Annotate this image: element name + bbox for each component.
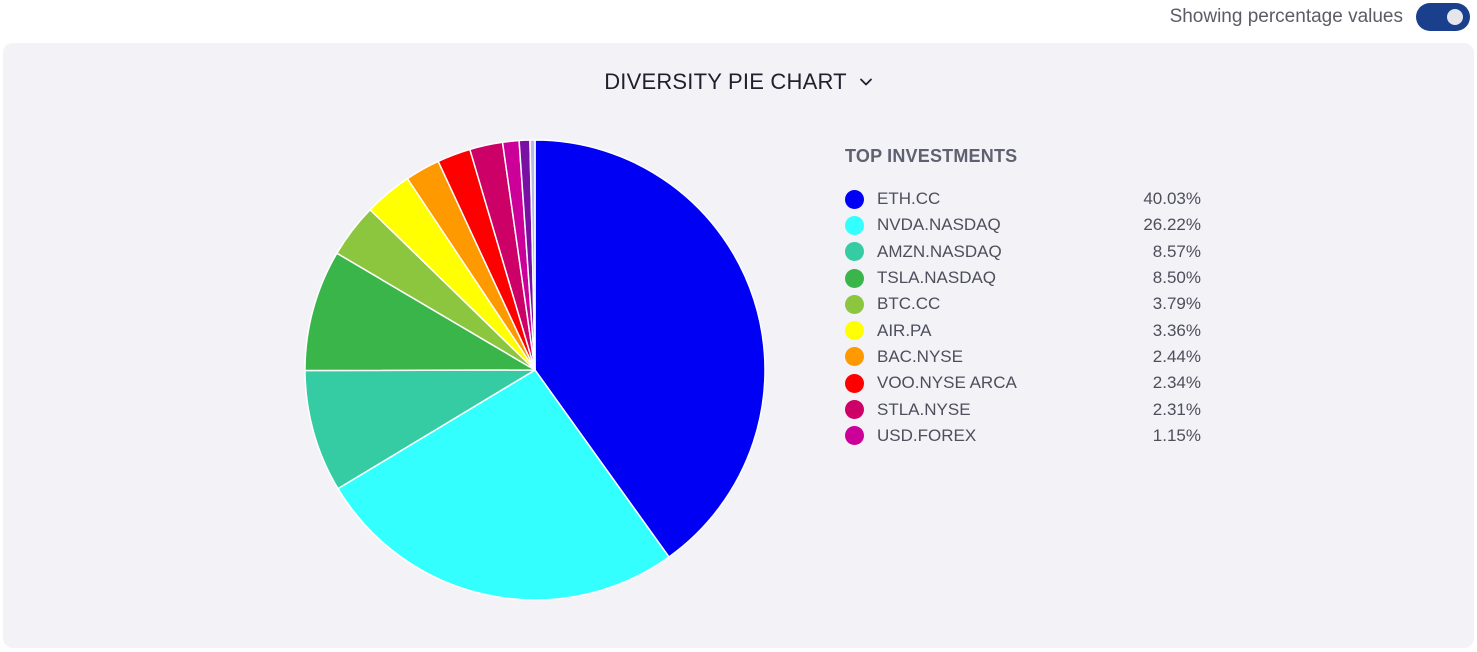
pie-slice[interactable] xyxy=(534,139,766,558)
legend-item-name: STLA.NYSE xyxy=(877,399,971,419)
legend-color-dot xyxy=(845,242,864,262)
legend-color-dot xyxy=(845,321,864,341)
top-bar: Showing percentage values xyxy=(0,0,1477,42)
legend-item-name: BAC.NYSE xyxy=(877,346,963,366)
legend-item-value: 3.36% xyxy=(1152,320,1201,340)
legend-item-name: NVDA.NASDAQ xyxy=(877,215,1001,235)
legend-list: ETH.CC 40.03% NVDA.NASDAQ 26.22% AMZN.NASDAQ… xyxy=(845,186,1201,449)
legend-item[interactable]: ETH.CC 40.03% xyxy=(845,186,1201,212)
toggle-label: Showing percentage values xyxy=(1169,6,1403,27)
legend-color-dot xyxy=(845,347,864,367)
percentage-toggle-group: Showing percentage values xyxy=(1170,2,1470,32)
chart-type-dropdown[interactable]: DIVERSITY PIE CHART xyxy=(604,69,873,95)
legend-item[interactable]: TSLA.NASDAQ 8.50% xyxy=(845,265,1201,291)
legend-item-value: 3.79% xyxy=(1152,294,1201,314)
pie-slice[interactable] xyxy=(304,252,536,372)
legend-item-value: 1.15% xyxy=(1152,425,1201,445)
percentage-toggle[interactable] xyxy=(1416,3,1470,31)
legend-color-dot xyxy=(845,215,864,235)
chart-title: DIVERSITY PIE CHART xyxy=(604,69,847,94)
legend-heading: TOP INVESTMENTS xyxy=(845,146,1018,166)
chart-card: DIVERSITY PIE CHART TOP INVESTMENTS ETH.… xyxy=(3,43,1474,648)
legend-color-dot xyxy=(845,268,864,288)
legend-item-value: 8.50% xyxy=(1152,268,1201,288)
legend-color-dot xyxy=(845,426,864,446)
legend-item[interactable]: VOO.NYSE ARCA 2.34% xyxy=(845,370,1201,396)
legend-item[interactable]: NVDA.NASDAQ 26.22% xyxy=(845,212,1201,238)
legend-item[interactable]: BTC.CC 3.79% xyxy=(845,291,1201,317)
legend-color-dot xyxy=(845,400,864,420)
chart-title-container: DIVERSITY PIE CHART xyxy=(3,69,1474,95)
legend-item-value: 2.31% xyxy=(1152,399,1201,419)
legend-item-name: AIR.PA xyxy=(877,320,932,340)
pie-slice[interactable] xyxy=(337,369,670,601)
legend-item-value: 2.34% xyxy=(1152,373,1201,393)
legend-color-dot xyxy=(845,294,864,314)
chevron-down-icon xyxy=(859,78,872,86)
legend-item[interactable]: BAC.NYSE 2.44% xyxy=(845,344,1201,370)
legend-item-name: TSLA.NASDAQ xyxy=(877,268,997,288)
legend-item[interactable]: AMZN.NASDAQ 8.57% xyxy=(845,239,1201,265)
pie-chart xyxy=(304,139,766,601)
legend-item-name: VOO.NYSE ARCA xyxy=(877,373,1017,393)
legend-item[interactable]: USD.FOREX 1.15% xyxy=(845,423,1201,449)
legend-item[interactable]: STLA.NYSE 2.31% xyxy=(845,396,1201,422)
pie-slice[interactable] xyxy=(529,139,536,371)
legend-item-name: USD.FOREX xyxy=(877,425,977,445)
pie-slice[interactable] xyxy=(304,369,536,490)
legend-item-name: ETH.CC xyxy=(877,189,941,209)
legend-item-value: 40.03% xyxy=(1143,189,1201,209)
legend-color-dot xyxy=(845,373,864,393)
legend-item-value: 8.57% xyxy=(1152,241,1201,261)
legend-item-name: BTC.CC xyxy=(877,294,941,314)
legend-item-value: 2.44% xyxy=(1152,346,1201,366)
legend-color-dot xyxy=(845,189,864,209)
legend-item-value: 26.22% xyxy=(1143,215,1201,235)
legend-item[interactable]: AIR.PA 3.36% xyxy=(845,317,1201,343)
legend: TOP INVESTMENTS ETH.CC 40.03% NVDA.NASDAQ 2… xyxy=(845,146,1201,449)
legend-item-name: AMZN.NASDAQ xyxy=(877,241,1002,261)
toggle-knob xyxy=(1447,9,1463,25)
